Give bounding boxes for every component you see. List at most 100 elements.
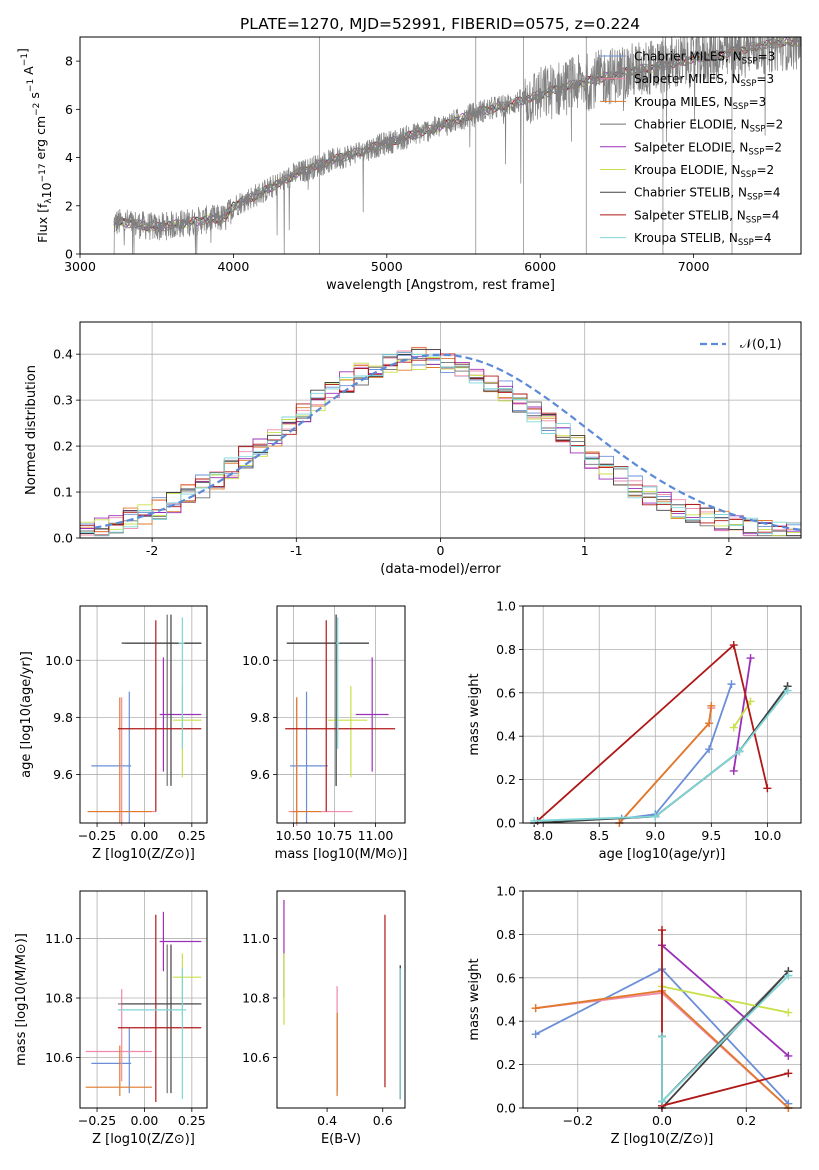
weight-marker [746, 654, 755, 663]
y-tick-label: 6 [65, 102, 73, 117]
x-tick-label: −0.25 [78, 828, 116, 843]
weight-line [534, 685, 789, 824]
x-tick-label: 0.25 [178, 1113, 206, 1128]
weight-line [534, 690, 789, 822]
age_vs_Z-xlabel: Z [log10(Z/Z⊙)] [92, 847, 195, 862]
x-tick-label: 0.25 [178, 828, 206, 843]
y-tick-label: 0.8 [496, 927, 516, 942]
x-tick-label: 0 [437, 543, 445, 558]
spectrum-axes: 3000 4000 5000 6000 7000 0 2 4 6 8 [64, 54, 709, 274]
y-tick-label: 1.0 [496, 884, 516, 899]
weight-marker [735, 747, 744, 756]
y-tick-label: 10.8 [242, 991, 270, 1006]
mass_vs_Z-frame [79, 890, 208, 1109]
y-tick-label: 0.1 [53, 485, 73, 500]
y-tick-label: 9.6 [250, 767, 270, 782]
y-tick-label: 10.8 [45, 991, 73, 1006]
x-tick-label: 0.0 [652, 1113, 672, 1128]
age_vs_mass-points [285, 614, 396, 826]
weight-marker [531, 1004, 540, 1013]
mass_vs_ebv-points [283, 899, 401, 1100]
mass_vs_ebv-frame [276, 890, 406, 1109]
legend-entry: Salpeter STELIB, NSSP=4 [634, 208, 779, 225]
y-tick-label: 2 [65, 198, 73, 213]
legend-entry: Chabrier STELIB, NSSP=4 [634, 186, 781, 203]
age_vs_Z-ylabel: age [log10(age/yr)] [19, 651, 34, 778]
y-tick-label: 0 [65, 247, 73, 262]
y-tick-label: 0.4 [53, 347, 73, 362]
weight-marker [658, 1097, 666, 1106]
spectrum-xlabel: wavelength [Angstrom, rest frame] [326, 278, 555, 293]
weight-marker [651, 812, 660, 821]
weight-line [661, 930, 789, 1107]
weight_vs_Z-ylabel: mass weight [467, 958, 482, 1040]
residuals-ylabel: Normed distribution [24, 365, 39, 495]
x-tick-label: 11.00 [358, 828, 394, 843]
y-tick-label: 0.3 [53, 393, 73, 408]
y-tick-label: 1.0 [496, 599, 516, 614]
x-tick-label: 10.75 [317, 828, 353, 843]
mass_vs_Z-points [85, 911, 202, 1103]
y-tick-label: 4 [65, 150, 73, 165]
y-tick-label: 0.0 [496, 1101, 516, 1116]
legend-entry: Kroupa ELODIE, NSSP=2 [634, 163, 774, 180]
weight_vs_age-ylabel: mass weight [467, 673, 482, 755]
mass_vs_Z-axes: −0.25 0.00 0.25 10.6 10.8 11.0 [45, 891, 207, 1128]
x-tick-label: 10.50 [276, 828, 312, 843]
mass_vs_Z-xlabel: Z [log10(Z/Z⊙)] [92, 1132, 195, 1147]
weight_vs_Z-xlabel: Z [log10(Z/Z⊙)] [611, 1132, 714, 1147]
y-tick-label: 0.6 [496, 685, 516, 700]
age_vs_Z-axes: −0.25 0.00 0.25 9.6 9.8 10.0 [45, 606, 207, 843]
histogram-step [80, 351, 801, 537]
x-tick-label: 9.5 [701, 828, 721, 843]
y-tick-label: 0.6 [496, 970, 516, 985]
y-tick-label: 10.0 [45, 653, 73, 668]
x-tick-label: 5000 [371, 259, 403, 274]
weight-marker [729, 723, 738, 732]
weight_vs_age-frame [522, 605, 802, 824]
x-tick-label: 8.0 [533, 828, 553, 843]
weight-line [621, 683, 733, 820]
residuals-frame [79, 321, 802, 539]
x-tick-label: 9.0 [645, 828, 665, 843]
weight-marker [784, 1051, 793, 1060]
x-tick-label: 3000 [64, 259, 96, 274]
x-tick-label: 0.4 [317, 1113, 337, 1128]
spectrum-legend: Chabrier MILES, NSSP=3 Salpeter MILES, NS… [600, 50, 783, 248]
y-tick-label: 0.2 [53, 439, 73, 454]
legend-entry: 𝒩(0,1) [740, 336, 782, 351]
weight-marker [705, 719, 714, 728]
spectrum-plot [113, 37, 801, 254]
spectrum-frame [79, 36, 802, 255]
age_vs_Z-frame [79, 605, 208, 824]
weight-marker [729, 766, 738, 775]
x-tick-label: -2 [146, 543, 158, 558]
residual-plot [80, 346, 801, 537]
y-tick-label: 10.6 [242, 1050, 270, 1065]
legend-entry: Salpeter ELODIE, NSSP=2 [634, 140, 782, 157]
weight_vs_Z-lines [531, 926, 793, 1112]
weight-marker [531, 1030, 540, 1039]
x-tick-label: 1 [581, 543, 589, 558]
y-tick-label: 11.0 [45, 931, 73, 946]
x-tick-label: 0.00 [131, 1113, 159, 1128]
spectrum-ylabel: Flux [fλ10−17 erg cm−2 s−1 A−1] [15, 48, 54, 243]
weight-marker [783, 686, 792, 695]
weight-marker [729, 641, 738, 650]
weight-marker [658, 1032, 666, 1041]
x-tick-label: −0.2 [563, 1113, 593, 1128]
weight_vs_age-lines [530, 641, 792, 827]
age_vs_mass-frame [276, 605, 406, 824]
mass_vs_Z-ylabel: mass [log10(M/M⊙)] [14, 933, 29, 1066]
weight-marker [763, 784, 772, 793]
data-spectrum [113, 37, 801, 254]
y-tick-label: 8 [65, 54, 73, 69]
y-tick-label: 0.2 [496, 772, 516, 787]
y-tick-label: 0.0 [53, 531, 73, 546]
y-tick-label: 0.4 [496, 729, 516, 744]
y-tick-label: 11.0 [242, 931, 270, 946]
legend-entry: Chabrier ELODIE, NSSP=2 [634, 118, 783, 135]
legend-entry: Chabrier MILES, NSSP=3 [634, 50, 775, 67]
x-tick-label: -1 [290, 543, 302, 558]
